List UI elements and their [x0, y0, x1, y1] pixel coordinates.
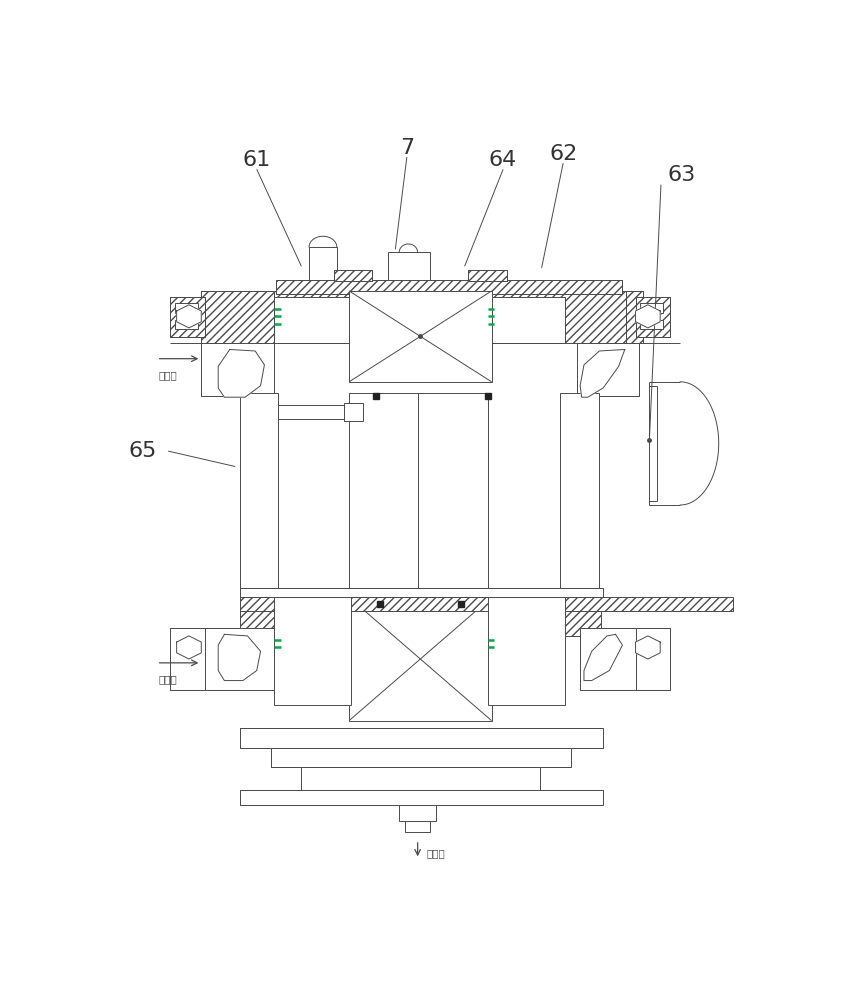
Bar [301, 767, 540, 790]
Bar [171, 297, 205, 337]
Bar [201, 343, 275, 396]
Text: 64: 64 [489, 150, 517, 170]
Bar [405, 821, 430, 832]
Bar [640, 320, 663, 329]
Polygon shape [177, 305, 201, 328]
Polygon shape [218, 349, 264, 397]
Text: 61: 61 [242, 150, 271, 170]
Text: 进油口: 进油口 [158, 370, 177, 380]
Text: 62: 62 [549, 144, 578, 164]
Polygon shape [218, 634, 261, 681]
Bar [240, 597, 352, 636]
Bar [278, 405, 352, 419]
Bar [489, 597, 601, 636]
Bar [418, 393, 488, 596]
Bar [171, 297, 205, 337]
Bar [240, 790, 604, 805]
Bar [240, 728, 604, 748]
Bar [388, 252, 430, 283]
Bar [349, 291, 492, 382]
Bar [333, 270, 372, 281]
Bar [240, 790, 604, 805]
Bar [276, 280, 623, 294]
Bar [240, 393, 278, 596]
Bar [636, 628, 670, 690]
Bar [344, 403, 363, 421]
Bar [636, 297, 670, 337]
Bar [201, 291, 643, 343]
Polygon shape [636, 636, 660, 659]
Bar [201, 628, 243, 690]
Bar [469, 270, 507, 281]
Text: 65: 65 [128, 441, 157, 461]
Bar [201, 291, 275, 343]
Bar [240, 597, 733, 611]
Bar [175, 320, 198, 329]
Bar [201, 628, 275, 690]
Bar [636, 628, 670, 690]
Bar [175, 303, 198, 312]
Polygon shape [584, 634, 623, 681]
Bar [636, 297, 670, 337]
Bar [577, 343, 638, 396]
Bar [240, 588, 604, 602]
Bar [597, 343, 639, 396]
Bar [349, 393, 418, 596]
Bar [275, 297, 352, 343]
Bar [580, 628, 638, 690]
Bar [560, 393, 598, 596]
Bar [270, 748, 571, 767]
Text: 进气口: 进气口 [158, 674, 177, 684]
Text: 63: 63 [668, 165, 696, 185]
Bar [171, 628, 205, 690]
Bar [349, 597, 492, 721]
Bar [171, 628, 205, 690]
Bar [349, 291, 492, 343]
Bar [626, 291, 643, 343]
Bar [404, 283, 415, 295]
Bar [201, 343, 243, 396]
Polygon shape [177, 636, 201, 659]
Bar [309, 247, 337, 289]
Bar [301, 767, 540, 790]
Text: 7: 7 [400, 138, 414, 158]
Bar [240, 588, 604, 602]
Polygon shape [636, 305, 660, 328]
Bar [488, 297, 565, 343]
Bar [399, 805, 436, 821]
Polygon shape [580, 349, 624, 397]
Bar [240, 728, 604, 748]
Bar [333, 270, 372, 281]
Bar [640, 303, 663, 312]
Bar [469, 270, 507, 281]
Bar [596, 628, 638, 690]
Bar [276, 280, 623, 294]
Bar [270, 748, 571, 767]
Bar [488, 597, 565, 705]
Text: 回油口: 回油口 [426, 848, 445, 858]
Bar [275, 597, 352, 705]
